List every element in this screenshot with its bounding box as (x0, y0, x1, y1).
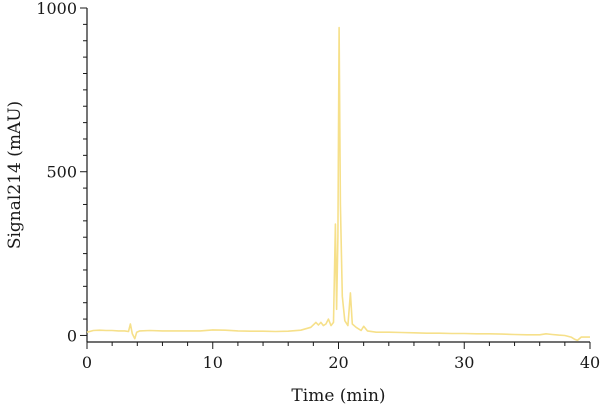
x-tick-label: 20 (328, 353, 348, 372)
x-tick-label: 0 (82, 353, 92, 372)
signal-line (86, 26, 590, 342)
y-axis-ticks: 0 500 1000 (36, 0, 87, 345)
y-tick-label: 500 (46, 163, 77, 182)
y-axis-label: Signal214 (mAU) (5, 101, 25, 249)
x-tick-label: 40 (580, 353, 600, 372)
x-axis-label: Time (min) (291, 386, 385, 406)
x-tick-label: 30 (454, 353, 474, 372)
y-tick-label: 1000 (36, 0, 77, 18)
x-tick-label: 10 (203, 353, 223, 372)
y-tick-label: 0 (67, 326, 77, 345)
x-axis-ticks: 0 10 20 30 40 (82, 342, 600, 372)
